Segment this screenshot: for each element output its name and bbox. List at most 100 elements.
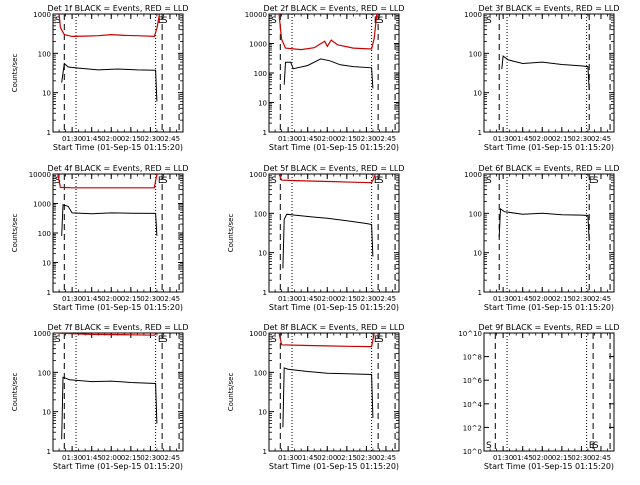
y-tick-label: 1 (263, 129, 267, 137)
x-tick-label: 02:15 (552, 135, 572, 143)
chart-title: Det 6f BLACK = Events, RED = LLD (478, 164, 619, 173)
chart-panel-9: Det 9f BLACK = Events, RED = LLD 10^0 10^2… (458, 323, 619, 471)
y-tick-label: 10000 (245, 11, 267, 19)
chart-panel-4: Det 4f BLACK = Events, RED = LLD 1 10 100 10… (11, 164, 189, 312)
y-tick-label: 10 (473, 250, 482, 258)
y-tick-label: 10^2 (463, 424, 482, 432)
x-tick-label: 02:15 (337, 295, 357, 303)
y-tick-label: 1 (263, 448, 267, 456)
chart-title: Det 4f BLACK = Events, RED = LLD (47, 164, 188, 173)
chart-panel-7: Det 7f BLACK = Events, RED = LLD 1 10 100 10… (11, 323, 189, 471)
lld-series-line (57, 332, 158, 336)
x-tick-label: 02:45 (376, 454, 396, 462)
y-tick-label: 1 (263, 289, 267, 297)
x-axis-label: Start Time (01-Sep-15 01:15:20) (53, 303, 183, 312)
event-marker-e: E (589, 441, 595, 451)
x-tick-label: 01:45 (82, 295, 102, 303)
x-tick-label: 02:00 (317, 135, 337, 143)
x-axis-label: Start Time (01-Sep-15 01:15:20) (53, 462, 183, 471)
x-tick-label: 02:45 (376, 135, 396, 143)
x-tick-label: 02:15 (337, 135, 357, 143)
lld-series-line (58, 13, 161, 38)
x-tick-label: 01:45 (298, 135, 318, 143)
x-tick-label: 02:00 (532, 295, 552, 303)
y-axis-label: Counts/sec (227, 214, 235, 253)
event-marker-s: S (271, 335, 277, 345)
y-tick-label: 1 (47, 448, 51, 456)
events-series-line (498, 207, 590, 241)
y-tick-label: 100 (254, 369, 267, 377)
x-tick-label: 01:45 (298, 454, 318, 462)
y-tick-label: 1 (47, 289, 51, 297)
x-axis-label: Start Time (01-Sep-15 01:15:20) (269, 303, 399, 312)
event-marker-s: S (593, 176, 599, 186)
x-tick-label: 02:30 (140, 135, 160, 143)
y-tick-label: 1000 (249, 41, 267, 49)
chart-panel-5: Det 5f BLACK = Events, RED = LLD 1 10 100 10… (227, 164, 405, 312)
events-series-line (61, 376, 158, 440)
chart-title: Det 8f BLACK = Events, RED = LLD (263, 323, 404, 332)
plot-frame (52, 173, 184, 293)
x-tick-label: 02:15 (337, 454, 357, 462)
event-marker-e: E (374, 335, 380, 345)
x-tick-label: 01:45 (513, 295, 533, 303)
x-tick-label: 02:45 (591, 454, 611, 462)
event-marker-s: S (162, 16, 168, 26)
plot-frame (483, 332, 615, 452)
x-tick-label: 02:00 (532, 135, 552, 143)
event-marker-s: S (55, 16, 61, 26)
y-tick-label: 10000 (29, 171, 51, 179)
plot-frame (268, 13, 400, 133)
chart-title: Det 3f BLACK = Events, RED = LLD (478, 4, 619, 13)
x-axis-label: Start Time (01-Sep-15 01:15:20) (484, 462, 614, 471)
y-tick-label: 1000 (33, 201, 51, 209)
x-tick-label: 02:00 (101, 454, 121, 462)
x-axis-label: Start Time (01-Sep-15 01:15:20) (484, 303, 614, 312)
events-series-line (282, 213, 374, 269)
y-tick-label: 10 (42, 260, 51, 268)
x-tick-label: 02:00 (317, 454, 337, 462)
y-tick-label: 1000 (249, 171, 267, 179)
y-tick-label: 1 (478, 129, 482, 137)
y-tick-label: 10 (258, 100, 267, 108)
x-tick-label: 02:15 (552, 295, 572, 303)
plot-frame (268, 173, 400, 293)
event-marker-s: S (486, 16, 492, 26)
events-series-line (61, 204, 158, 236)
x-tick-label: 02:00 (317, 295, 337, 303)
events-series-line (282, 367, 374, 428)
events-series-line (61, 62, 158, 102)
chart-panel-6: Det 6f BLACK = Events, RED = LLD 1 10 100 10… (464, 164, 619, 312)
event-marker-s: S (486, 441, 492, 451)
chart-panel-1: Det 1f BLACK = Events, RED = LLD 1 10 100 10… (11, 4, 189, 152)
event-marker-s: S (271, 176, 277, 186)
event-marker-s: S (378, 335, 384, 345)
x-tick-label: 01:45 (82, 454, 102, 462)
event-marker-s: S (162, 176, 168, 186)
y-tick-label: 100 (469, 50, 482, 58)
chart-title: Det 7f BLACK = Events, RED = LLD (47, 323, 188, 332)
chart-title: Det 5f BLACK = Events, RED = LLD (263, 164, 404, 173)
x-tick-label: 02:00 (101, 135, 121, 143)
y-tick-label: 1000 (33, 11, 51, 19)
x-tick-label: 02:15 (552, 454, 572, 462)
x-tick-label: 02:30 (140, 295, 160, 303)
event-marker-e: E (589, 176, 595, 186)
y-axis-label: Counts/sec (11, 54, 19, 93)
y-tick-label: 100 (254, 70, 267, 78)
event-marker-e: E (158, 335, 164, 345)
x-tick-label: 01:45 (298, 295, 318, 303)
event-marker-e: E (158, 16, 164, 26)
x-tick-label: 02:30 (140, 454, 160, 462)
event-marker-e: E (374, 16, 380, 26)
x-tick-label: 01:45 (82, 135, 102, 143)
y-tick-label: 1 (47, 129, 51, 137)
x-axis-label: Start Time (01-Sep-15 01:15:20) (484, 143, 614, 152)
y-tick-label: 100 (38, 369, 51, 377)
event-marker-s: S (378, 176, 384, 186)
y-tick-label: 100 (254, 210, 267, 218)
x-tick-label: 02:30 (571, 454, 591, 462)
x-tick-label: 02:30 (571, 295, 591, 303)
x-tick-label: 02:00 (532, 454, 552, 462)
y-tick-label: 1000 (464, 171, 482, 179)
